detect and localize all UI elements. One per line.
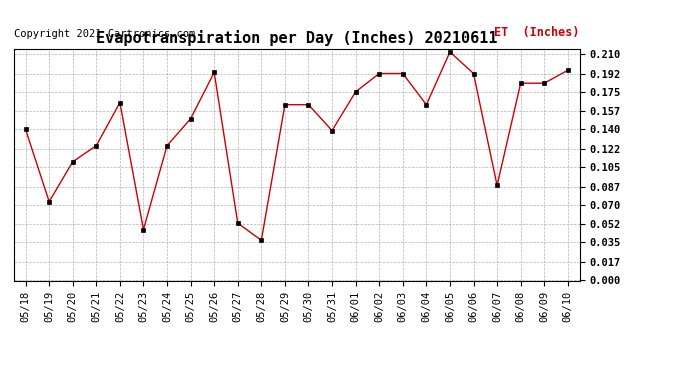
Text: ET  (Inches): ET (Inches)	[494, 27, 580, 39]
Title: Evapotranspiration per Day (Inches) 20210611: Evapotranspiration per Day (Inches) 2021…	[96, 30, 497, 46]
Text: Copyright 2021 Cartronics.com: Copyright 2021 Cartronics.com	[14, 30, 195, 39]
